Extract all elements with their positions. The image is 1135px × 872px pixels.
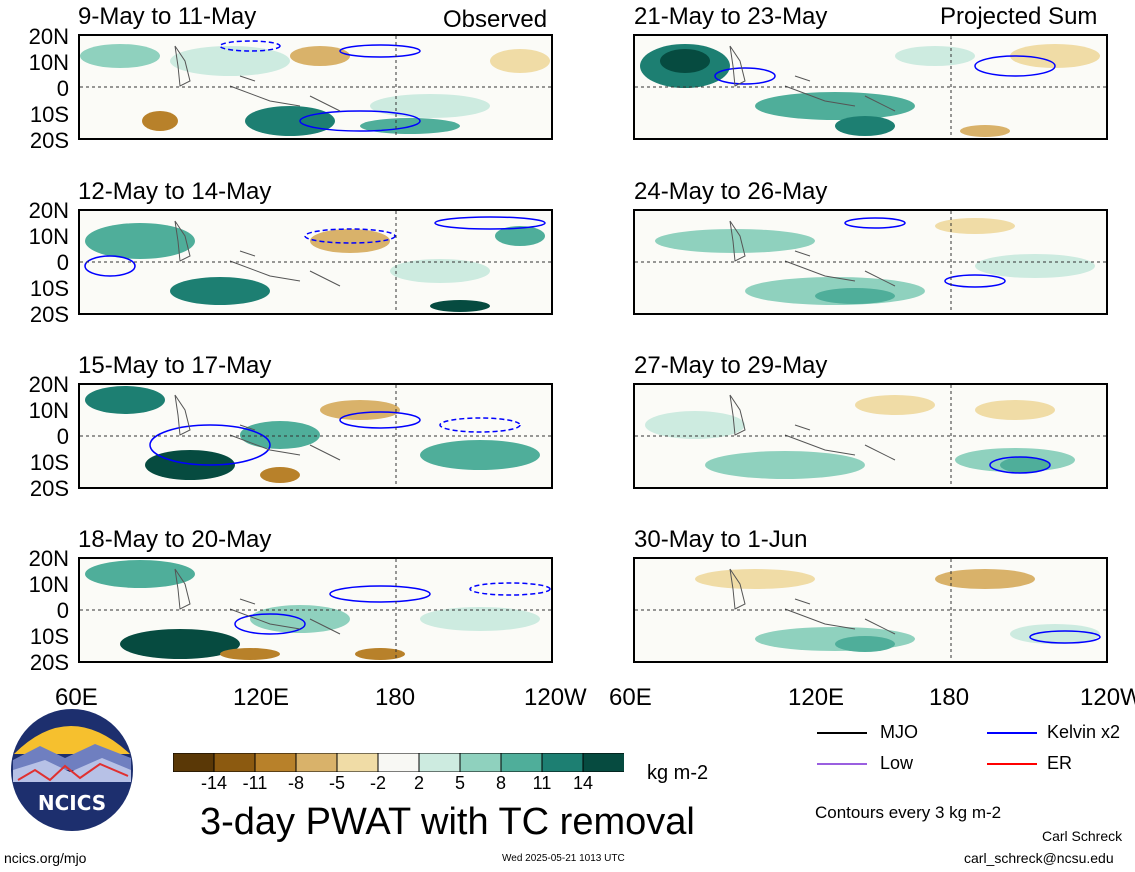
panel-title-obs-1: 9-May to 11-May xyxy=(78,3,257,30)
colorbar-label: 2 xyxy=(413,773,424,793)
panel-title-obs-2: 12-May to 14-May xyxy=(78,178,272,205)
legend-label-low: Low xyxy=(880,753,914,773)
panel-title-obs-3: 15-May to 17-May xyxy=(78,352,272,379)
colorbar-label: 14 xyxy=(572,773,594,793)
colorbar-swatch xyxy=(213,752,256,773)
colorbar-label: -5 xyxy=(328,773,345,793)
y-tick-label: 0 xyxy=(56,76,69,101)
y-tick-label: 20S xyxy=(29,128,69,153)
legend-swatch-mjo xyxy=(817,732,867,734)
map-panel-obs-1 xyxy=(78,34,553,140)
y-tick-label: 10S xyxy=(29,450,69,475)
colorbar-swatch xyxy=(377,752,420,773)
x-tick-label: 120W xyxy=(1080,684,1135,711)
colorbar-swatch xyxy=(418,752,461,773)
y-tick-label: 0 xyxy=(56,250,69,275)
y-tick-label: 10N xyxy=(28,224,69,249)
colorbar-label: -8 xyxy=(287,773,304,793)
y-tick-label: 10N xyxy=(28,398,69,423)
map-panel-proj-3 xyxy=(633,383,1108,489)
colorbar-swatch xyxy=(295,752,338,773)
colorbar-label: 5 xyxy=(454,773,465,793)
y-tick-label: 0 xyxy=(56,424,69,449)
y-tick-label: 20S xyxy=(29,650,69,675)
colorbar-label: 8 xyxy=(495,773,506,793)
map-panel-obs-2 xyxy=(78,209,553,315)
colorbar xyxy=(172,752,625,773)
y-tick-label: 10N xyxy=(28,50,69,75)
x-tick-label: 120E xyxy=(788,684,845,711)
y-tick-label: 10S xyxy=(29,276,69,301)
map-panel-proj-1 xyxy=(633,34,1108,140)
colorbar-swatch xyxy=(459,752,502,773)
footer-author: Carl Schreck xyxy=(1042,828,1123,844)
map-panel-obs-3 xyxy=(78,383,553,489)
projected-sum-header: Projected Sum xyxy=(940,3,1098,30)
colorbar-labels: -14 -11 -8 -5 -2 2 5 8 11 14 xyxy=(173,774,624,796)
legend-swatch-kelvin xyxy=(987,732,1037,734)
y-tick-label: 20N xyxy=(28,24,69,49)
y-tick-label: 20N xyxy=(28,546,69,571)
y-tick-label: 20S xyxy=(29,302,69,327)
colorbar-swatch xyxy=(582,752,625,773)
colorbar-swatch xyxy=(254,752,297,773)
y-tick-label: 20N xyxy=(28,372,69,397)
legend-label-er: ER xyxy=(1047,753,1073,773)
map-panel-obs-4 xyxy=(78,557,553,663)
observed-header: Observed xyxy=(443,6,548,33)
colorbar-unit: kg m-2 xyxy=(647,762,709,784)
panel-title-proj-3: 27-May to 29-May xyxy=(634,352,828,379)
footer-timestamp: Wed 2025-05-21 1013 UTC xyxy=(502,853,625,864)
colorbar-swatch xyxy=(172,752,215,773)
x-tick-label: 60E xyxy=(55,684,98,711)
y-tick-label: 0 xyxy=(56,598,69,623)
legend-label-kelvin: Kelvin x2 xyxy=(1047,722,1121,742)
contour-note: Contours every 3 kg m-2 xyxy=(815,803,1002,822)
footer-url[interactable]: ncics.org/mjo xyxy=(4,850,87,866)
x-tick-label: 120W xyxy=(524,684,587,711)
x-tick-label: 180 xyxy=(929,684,970,711)
y-tick-label: 20S xyxy=(29,476,69,501)
legend: MJO Kelvin x2 Low ER xyxy=(815,720,1130,780)
y-tick-label: 10S xyxy=(29,624,69,649)
x-tick-label: 120E xyxy=(233,684,290,711)
y-tick-label: 20N xyxy=(28,198,69,223)
ncics-logo: NCICS xyxy=(10,708,134,832)
legend-label-mjo: MJO xyxy=(880,722,918,742)
legend-swatch-er xyxy=(987,763,1037,765)
main-title: 3-day PWAT with TC removal xyxy=(200,801,695,843)
colorbar-label: -11 xyxy=(242,773,268,793)
colorbar-swatch xyxy=(336,752,379,773)
colorbar-swatch xyxy=(541,752,584,773)
panel-title-proj-1: 21-May to 23-May xyxy=(634,3,828,30)
panel-title-proj-4: 30-May to 1-Jun xyxy=(634,526,808,553)
map-panel-proj-2 xyxy=(633,209,1108,315)
colorbar-label: -2 xyxy=(369,773,386,793)
x-tick-label: 180 xyxy=(375,684,416,711)
panel-title-obs-4: 18-May to 20-May xyxy=(78,526,272,553)
colorbar-swatch xyxy=(500,752,543,773)
panel-title-proj-2: 24-May to 26-May xyxy=(634,178,828,205)
y-tick-label: 10S xyxy=(29,102,69,127)
footer-email[interactable]: carl_schreck@ncsu.edu xyxy=(964,850,1114,866)
map-panel-proj-4 xyxy=(633,557,1108,663)
colorbar-label: -14 xyxy=(200,773,227,793)
colorbar-label: 11 xyxy=(532,773,552,793)
y-tick-label: 10N xyxy=(28,572,69,597)
x-tick-label: 60E xyxy=(609,684,652,711)
logo-text: NCICS xyxy=(38,791,106,815)
legend-swatch-low xyxy=(817,763,867,765)
